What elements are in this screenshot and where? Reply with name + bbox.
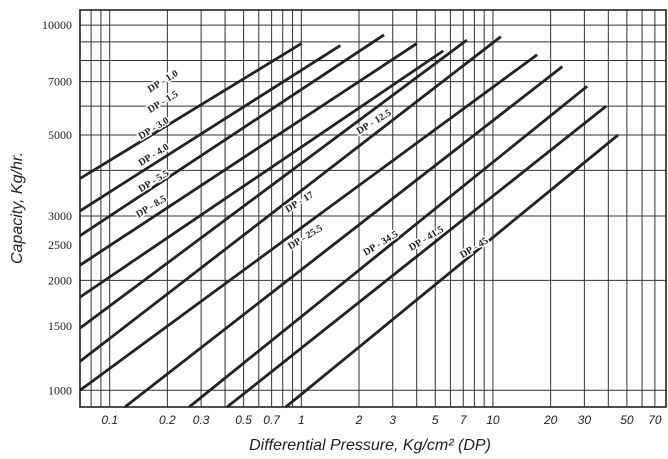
series-line xyxy=(79,53,538,392)
y-tick-label: 1500 xyxy=(48,319,72,333)
series-line xyxy=(226,105,608,409)
x-tick-label: 0.7 xyxy=(263,413,281,427)
y-tick-label: 2000 xyxy=(48,273,72,287)
x-axis-ticks: 0.1 0.2 0.3 0.5 0.7 1 2 3 5 7 10 20 30 50 70 xyxy=(101,413,662,427)
x-tick-label: 0.3 xyxy=(193,413,210,427)
x-tick-label: 2 xyxy=(355,413,363,427)
y-tick-label: 5000 xyxy=(48,128,72,142)
series-label: DP - 25.5 xyxy=(286,223,325,253)
series-line xyxy=(79,42,418,267)
x-tick-label: 10 xyxy=(486,413,500,427)
series-line xyxy=(79,38,468,330)
series-label: DP - 3.0 xyxy=(137,115,171,142)
x-tick-label: 7 xyxy=(460,413,468,427)
x-tick-label: 30 xyxy=(578,413,592,427)
y-tick-label: 10000 xyxy=(42,18,72,32)
plot-frame xyxy=(79,9,667,408)
x-tick-label: 0.1 xyxy=(101,413,118,427)
x-tick-label: 20 xyxy=(543,413,558,427)
x-tick-label: 70 xyxy=(648,413,662,427)
series-line xyxy=(79,44,342,213)
series-line xyxy=(79,35,502,363)
x-tick-label: 0.5 xyxy=(235,413,252,427)
chart-grid xyxy=(80,10,666,407)
series-line xyxy=(124,65,564,409)
series-line xyxy=(79,42,303,180)
y-axis-ticks: 1000 1500 2000 2500 3000 5000 7000 10000 xyxy=(42,18,72,397)
x-tick-label: 5 xyxy=(432,413,439,427)
x-tick-label: 0.2 xyxy=(159,413,176,427)
series-line xyxy=(188,85,588,409)
x-tick-label: 50 xyxy=(620,413,634,427)
chart-series-lines xyxy=(79,33,619,409)
x-tick-label: 1 xyxy=(298,413,305,427)
series-line xyxy=(284,133,619,409)
y-tick-label: 2500 xyxy=(48,238,72,252)
series-line xyxy=(79,33,385,237)
y-tick-label: 1000 xyxy=(48,383,72,397)
y-tick-label: 7000 xyxy=(48,75,72,89)
series-line xyxy=(79,49,444,299)
x-axis-title: Differential Pressure, Kg/cm² (DP) xyxy=(249,437,491,454)
x-tick-label: 3 xyxy=(389,413,396,427)
y-tick-label: 3000 xyxy=(48,209,72,223)
y-axis-title: Capacity, Kg/hr. xyxy=(9,152,26,264)
